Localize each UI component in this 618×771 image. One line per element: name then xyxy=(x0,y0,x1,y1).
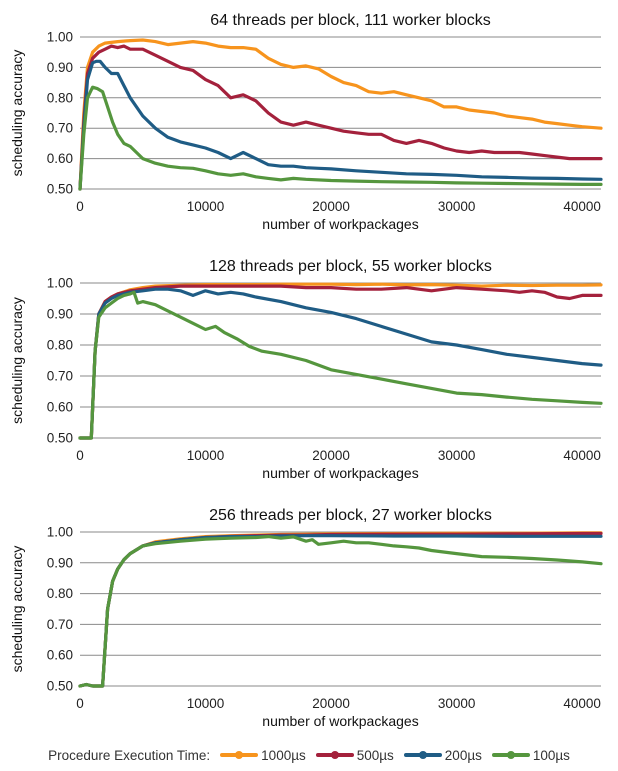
legend-swatch-100us xyxy=(491,751,530,759)
y-tick-label: 0.80 xyxy=(47,90,73,105)
legend-text-200us: 200µs xyxy=(444,747,482,763)
legend-label: Procedure Execution Time: xyxy=(48,747,211,763)
legend-text-1000us: 1000µs xyxy=(261,747,306,763)
y-tick-label: 1.00 xyxy=(47,276,73,291)
series-line-500s xyxy=(78,284,603,440)
legend-item-1000us: 1000µs xyxy=(220,748,306,763)
legend-item-200us: 200µs xyxy=(403,747,482,763)
y-tick-label: 0.50 xyxy=(47,431,73,446)
y-tick-label: 0.60 xyxy=(47,648,73,663)
x-tick-label: 30000 xyxy=(438,696,476,711)
y-tick-label: 0.60 xyxy=(47,151,73,166)
legend: Procedure Execution Time: 1000µs 500µs 2… xyxy=(0,742,618,768)
x-tick-label: 10000 xyxy=(187,199,225,214)
legend-text-100us: 100µs xyxy=(532,747,570,763)
chart-title: 128 threads per block, 55 worker blocks xyxy=(209,258,492,275)
series-line-500s xyxy=(78,531,603,688)
y-tick-label: 0.70 xyxy=(47,369,73,384)
x-tick-label: 0 xyxy=(76,448,84,463)
x-axis-label: number of workpackages xyxy=(262,216,418,232)
charts-area: 64 threads per block, 111 worker blocks 0… xyxy=(9,12,603,729)
series-line-500s xyxy=(78,44,603,191)
x-tick-label: 40000 xyxy=(563,696,601,711)
x-tick-label: 20000 xyxy=(312,696,350,711)
y-tick-label: 0.60 xyxy=(47,400,73,415)
legend-text-500us: 500µs xyxy=(356,747,394,763)
series-line-1000s xyxy=(78,38,603,191)
y-tick-label: 0.50 xyxy=(47,679,73,694)
legend-item-500us: 500µs xyxy=(315,747,394,763)
y-axis-label: scheduling accuracy xyxy=(9,546,25,673)
x-tick-label: 10000 xyxy=(187,696,225,711)
y-tick-label: 0.80 xyxy=(47,586,73,601)
x-tick-label: 20000 xyxy=(312,199,350,214)
chart-1: 64 threads per block, 111 worker blocks 0… xyxy=(9,12,603,232)
series-line-1000s xyxy=(78,531,603,688)
y-axis-label: scheduling accuracy xyxy=(9,297,25,424)
x-tick-label: 30000 xyxy=(438,199,476,214)
x-tick-label: 0 xyxy=(76,199,84,214)
x-tick-label: 20000 xyxy=(312,448,350,463)
x-axis-label: number of workpackages xyxy=(262,713,418,729)
y-tick-label: 0.90 xyxy=(47,60,73,75)
series-line-100s xyxy=(78,290,603,440)
y-tick-label: 0.80 xyxy=(47,338,73,353)
series-line-100s xyxy=(78,535,603,688)
x-tick-label: 30000 xyxy=(438,448,476,463)
legend-swatch-500us xyxy=(315,751,354,759)
charts-svg: 64 threads per block, 111 worker blocks 0… xyxy=(9,12,603,729)
chart-title: 64 threads per block, 111 worker blocks xyxy=(210,12,490,29)
chart-3: 256 threads per block, 27 worker blocks 0… xyxy=(9,507,603,729)
chart-2: 128 threads per block, 55 worker blocks 0… xyxy=(9,258,603,481)
x-tick-label: 0 xyxy=(76,696,84,711)
x-tick-label: 40000 xyxy=(563,199,601,214)
y-tick-label: 1.00 xyxy=(47,30,73,45)
x-tick-label: 10000 xyxy=(187,448,225,463)
y-tick-label: 0.70 xyxy=(47,617,73,632)
chart-title: 256 threads per block, 27 worker blocks xyxy=(209,507,492,524)
x-axis-label: number of workpackages xyxy=(262,465,418,481)
legend-swatch-1000us xyxy=(220,751,259,759)
series-line-200s xyxy=(78,59,603,191)
y-tick-label: 0.90 xyxy=(47,307,73,322)
y-tick-label: 0.50 xyxy=(47,182,73,197)
legend-item-100us: 100µs xyxy=(491,747,570,763)
x-tick-label: 40000 xyxy=(563,448,601,463)
series-line-100s xyxy=(78,85,603,191)
y-tick-label: 0.90 xyxy=(47,555,73,570)
y-tick-label: 0.70 xyxy=(47,121,73,136)
series-line-200s xyxy=(78,287,603,440)
y-axis-label: scheduling accuracy xyxy=(9,50,25,177)
legend-swatch-200us xyxy=(403,751,442,759)
y-tick-label: 1.00 xyxy=(47,525,73,540)
